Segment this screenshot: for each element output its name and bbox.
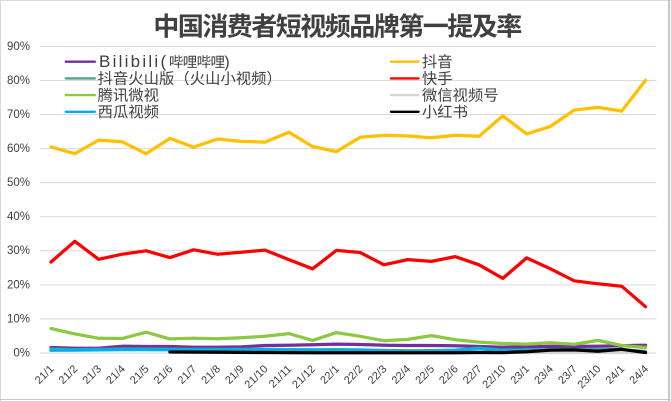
svg-text:40%: 40% — [7, 211, 30, 223]
svg-text:70%: 70% — [7, 109, 30, 121]
svg-text:): ) — [224, 54, 229, 71]
svg-text:0%: 0% — [13, 347, 30, 359]
svg-text:20%: 20% — [7, 279, 30, 291]
svg-text:90%: 90% — [7, 41, 30, 53]
svg-text:60%: 60% — [7, 143, 30, 155]
svg-text:50%: 50% — [7, 177, 30, 189]
svg-text:30%: 30% — [7, 245, 30, 257]
svg-text:10%: 10% — [7, 313, 30, 325]
svg-text:80%: 80% — [7, 75, 30, 87]
svg-text:Bilibili(: Bilibili( — [99, 52, 168, 71]
